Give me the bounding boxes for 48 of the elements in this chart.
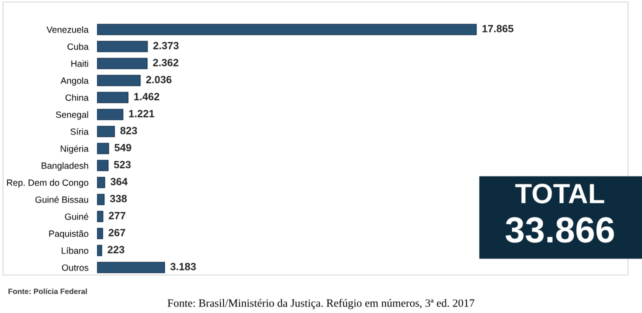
bar — [97, 40, 148, 52]
bar — [97, 142, 110, 154]
bar — [97, 92, 128, 104]
data-label: 3.183 — [170, 262, 196, 270]
data-label: 17.865 — [482, 24, 514, 32]
data-label: 277 — [108, 212, 126, 220]
data-label: 338 — [110, 194, 127, 202]
y-tick-label: Guiné Bissau — [35, 196, 88, 203]
data-label: 823 — [120, 126, 138, 134]
data-label: 1.221 — [129, 110, 154, 118]
data-label: 2.373 — [153, 42, 179, 50]
y-tick-label: Síria — [70, 128, 89, 135]
bar — [97, 210, 104, 222]
bar — [97, 74, 141, 86]
bar — [97, 126, 115, 138]
data-label: 364 — [110, 178, 128, 186]
data-label: 223 — [108, 246, 124, 254]
data-label: 523 — [114, 160, 131, 168]
bar — [97, 244, 102, 256]
y-tick-label: Líbano — [62, 247, 88, 254]
source-note: Fonte: Brasil/Ministério da Justiça. Refúgio em números, 3ª ed. 2017 — [168, 298, 474, 310]
data-label: 2.362 — [153, 58, 178, 66]
text: TOTAL — [515, 184, 604, 204]
data-label: 549 — [114, 144, 132, 152]
y-tick-label: Venezuela — [46, 26, 89, 33]
y-tick-label: China — [66, 94, 89, 101]
bar — [97, 58, 148, 70]
y-tick-label: Senegal — [56, 111, 88, 120]
bar — [97, 194, 105, 206]
data-label: 267 — [108, 228, 126, 236]
y-tick-label: Nigéria — [60, 145, 89, 154]
data-label: 2.036 — [146, 76, 172, 84]
bar — [97, 262, 165, 274]
bar — [97, 24, 477, 36]
y-tick-label: Outros — [62, 264, 88, 271]
y-tick-label: Angola — [60, 77, 89, 86]
y-tick-label: Paquistão — [49, 230, 88, 239]
y-tick-label: Guiné — [65, 213, 88, 220]
bar — [97, 160, 109, 172]
bar — [97, 228, 104, 240]
bar — [97, 176, 106, 188]
y-tick-label: Cuba — [68, 43, 89, 50]
y-tick-label: Rep. Dem do Congo — [7, 179, 88, 188]
text: 33.866 — [506, 217, 614, 243]
y-tick-label: Bangladesh — [42, 162, 88, 171]
bar — [97, 108, 124, 120]
data-label: 1.462 — [134, 92, 160, 100]
y-tick-label: Haiti — [71, 60, 88, 67]
